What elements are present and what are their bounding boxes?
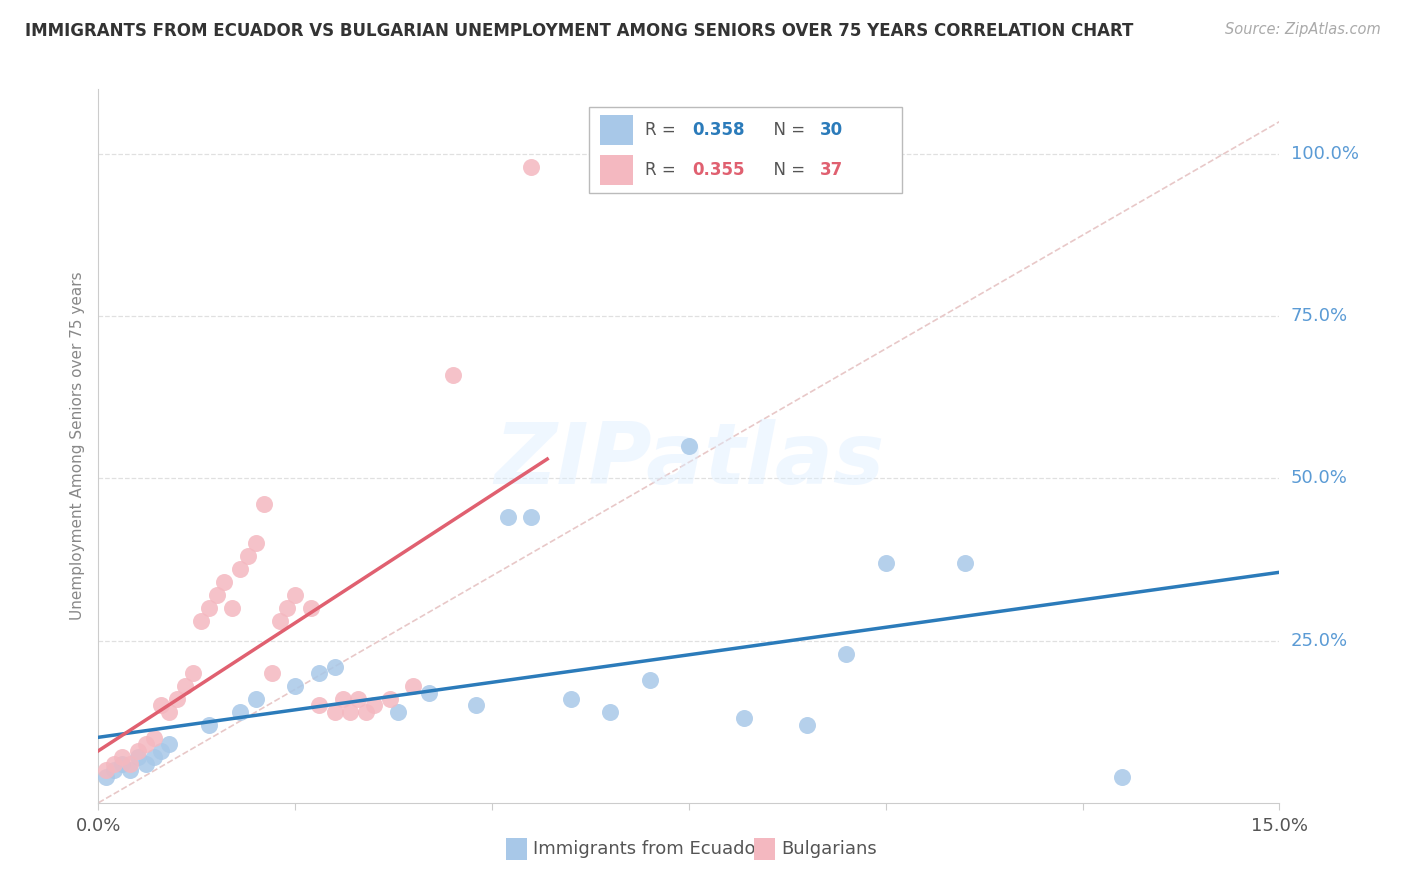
- Point: [181, 666, 204, 681]
- Text: 25.0%: 25.0%: [1291, 632, 1348, 649]
- Point: [323, 705, 346, 719]
- Text: 37: 37: [820, 161, 844, 178]
- Point: [245, 692, 267, 706]
- Point: [875, 556, 897, 570]
- Point: [347, 692, 370, 706]
- Text: 50.0%: 50.0%: [1291, 469, 1347, 487]
- Text: ZIPatlas: ZIPatlas: [494, 418, 884, 502]
- Text: 100.0%: 100.0%: [1291, 145, 1358, 163]
- Point: [733, 711, 755, 725]
- Point: [1111, 770, 1133, 784]
- Point: [150, 744, 173, 758]
- Point: [96, 764, 118, 778]
- Point: [835, 647, 858, 661]
- FancyBboxPatch shape: [589, 107, 901, 193]
- Point: [197, 718, 219, 732]
- Point: [332, 692, 354, 706]
- Text: N =: N =: [763, 121, 811, 139]
- Point: [560, 692, 582, 706]
- Point: [142, 750, 165, 764]
- Point: [378, 692, 401, 706]
- Text: N =: N =: [763, 161, 811, 178]
- Point: [135, 756, 157, 771]
- Point: [323, 659, 346, 673]
- Point: [308, 666, 330, 681]
- Point: [229, 562, 252, 576]
- Point: [150, 698, 173, 713]
- Text: 0.358: 0.358: [693, 121, 745, 139]
- Point: [953, 556, 976, 570]
- Y-axis label: Unemployment Among Seniors over 75 years: Unemployment Among Seniors over 75 years: [69, 272, 84, 620]
- Point: [339, 705, 361, 719]
- Point: [441, 368, 464, 382]
- Point: [229, 705, 252, 719]
- Point: [127, 744, 149, 758]
- Point: [354, 705, 377, 719]
- Point: [260, 666, 283, 681]
- Bar: [600, 115, 634, 145]
- Point: [520, 510, 543, 524]
- Text: R =: R =: [645, 121, 682, 139]
- Point: [465, 698, 488, 713]
- Point: [142, 731, 165, 745]
- Text: Bulgarians: Bulgarians: [782, 840, 877, 858]
- Point: [418, 685, 440, 699]
- Text: 75.0%: 75.0%: [1291, 307, 1348, 326]
- Point: [402, 679, 425, 693]
- Point: [190, 614, 212, 628]
- Point: [638, 673, 661, 687]
- Text: Source: ZipAtlas.com: Source: ZipAtlas.com: [1225, 22, 1381, 37]
- Point: [174, 679, 197, 693]
- Point: [157, 738, 180, 752]
- Point: [127, 750, 149, 764]
- Point: [678, 439, 700, 453]
- Point: [269, 614, 291, 628]
- Bar: [600, 154, 634, 185]
- Bar: [754, 838, 775, 860]
- Text: R =: R =: [645, 161, 682, 178]
- Point: [276, 601, 298, 615]
- Point: [284, 679, 307, 693]
- Point: [520, 160, 543, 174]
- Point: [245, 536, 267, 550]
- Point: [299, 601, 322, 615]
- Point: [111, 756, 134, 771]
- Point: [796, 718, 818, 732]
- Text: 0.355: 0.355: [693, 161, 745, 178]
- Text: IMMIGRANTS FROM ECUADOR VS BULGARIAN UNEMPLOYMENT AMONG SENIORS OVER 75 YEARS CO: IMMIGRANTS FROM ECUADOR VS BULGARIAN UNE…: [25, 22, 1133, 40]
- Point: [599, 705, 621, 719]
- Point: [103, 756, 125, 771]
- Point: [387, 705, 409, 719]
- Point: [103, 764, 125, 778]
- Point: [157, 705, 180, 719]
- Point: [111, 750, 134, 764]
- Point: [166, 692, 188, 706]
- Point: [118, 756, 141, 771]
- Point: [284, 588, 307, 602]
- Point: [221, 601, 243, 615]
- Point: [214, 575, 236, 590]
- Point: [118, 764, 141, 778]
- Text: 30: 30: [820, 121, 844, 139]
- Point: [236, 549, 259, 564]
- Bar: [506, 838, 527, 860]
- Point: [135, 738, 157, 752]
- Point: [308, 698, 330, 713]
- Point: [253, 497, 276, 511]
- Point: [496, 510, 519, 524]
- Point: [363, 698, 385, 713]
- Point: [96, 770, 118, 784]
- Text: Immigrants from Ecuador: Immigrants from Ecuador: [533, 840, 763, 858]
- Point: [197, 601, 219, 615]
- Point: [205, 588, 228, 602]
